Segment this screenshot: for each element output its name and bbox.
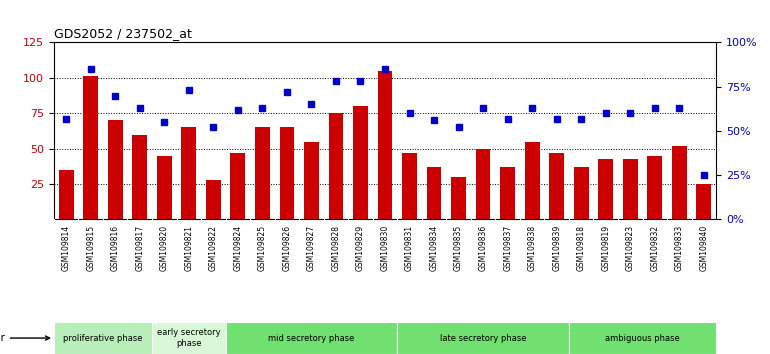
Text: GSM109829: GSM109829 — [356, 225, 365, 271]
Text: GSM109817: GSM109817 — [136, 225, 144, 271]
Bar — [108, 120, 122, 219]
Text: ambiguous phase: ambiguous phase — [605, 333, 680, 343]
Bar — [549, 153, 564, 219]
Text: GSM109820: GSM109820 — [159, 225, 169, 271]
Text: GSM109832: GSM109832 — [651, 225, 659, 271]
Bar — [83, 76, 98, 219]
Text: GSM109818: GSM109818 — [577, 225, 586, 270]
Bar — [397, 322, 569, 354]
Text: GSM109831: GSM109831 — [405, 225, 414, 271]
Text: GSM109828: GSM109828 — [331, 225, 340, 270]
Text: GSM109814: GSM109814 — [62, 225, 71, 271]
Text: GSM109816: GSM109816 — [111, 225, 119, 271]
Bar — [451, 177, 466, 219]
Text: GSM109821: GSM109821 — [184, 225, 193, 270]
Text: GSM109838: GSM109838 — [527, 225, 537, 271]
Bar — [672, 146, 687, 219]
Text: GDS2052 / 237502_at: GDS2052 / 237502_at — [54, 27, 192, 40]
Bar — [54, 322, 152, 354]
Text: proliferative phase: proliferative phase — [63, 333, 142, 343]
Bar — [569, 322, 716, 354]
Bar — [329, 113, 343, 219]
Bar — [476, 149, 490, 219]
Text: GSM109815: GSM109815 — [86, 225, 95, 271]
Bar — [353, 106, 368, 219]
Bar — [525, 142, 540, 219]
Text: mid secretory phase: mid secretory phase — [268, 333, 355, 343]
Bar — [230, 153, 245, 219]
Text: GSM109840: GSM109840 — [699, 225, 708, 271]
Bar — [182, 127, 196, 219]
Bar — [59, 170, 73, 219]
Text: GSM109835: GSM109835 — [454, 225, 463, 271]
Text: GSM109824: GSM109824 — [233, 225, 243, 271]
Bar — [598, 159, 613, 219]
Text: other: other — [0, 333, 49, 343]
Bar — [226, 322, 397, 354]
Bar — [574, 167, 588, 219]
Text: late secretory phase: late secretory phase — [440, 333, 527, 343]
Bar — [697, 184, 711, 219]
Bar — [500, 167, 515, 219]
Bar — [132, 135, 147, 219]
Text: GSM109819: GSM109819 — [601, 225, 611, 271]
Text: GSM109822: GSM109822 — [209, 225, 218, 270]
Bar — [623, 159, 638, 219]
Text: GSM109836: GSM109836 — [479, 225, 487, 271]
Bar — [648, 156, 662, 219]
Bar — [280, 127, 294, 219]
Bar — [402, 153, 417, 219]
Bar — [304, 142, 319, 219]
Bar — [206, 180, 221, 219]
Text: GSM109839: GSM109839 — [552, 225, 561, 271]
Text: GSM109830: GSM109830 — [380, 225, 390, 271]
Bar — [157, 156, 172, 219]
Text: GSM109823: GSM109823 — [626, 225, 634, 271]
Text: early secretory
phase: early secretory phase — [157, 329, 221, 348]
Text: GSM109827: GSM109827 — [307, 225, 316, 271]
Text: GSM109834: GSM109834 — [430, 225, 439, 271]
Text: GSM109837: GSM109837 — [503, 225, 512, 271]
Bar — [427, 167, 441, 219]
Bar — [255, 127, 270, 219]
Bar — [377, 71, 393, 219]
Text: GSM109825: GSM109825 — [258, 225, 267, 271]
Text: GSM109833: GSM109833 — [675, 225, 684, 271]
Bar — [152, 322, 226, 354]
Text: GSM109826: GSM109826 — [283, 225, 291, 271]
